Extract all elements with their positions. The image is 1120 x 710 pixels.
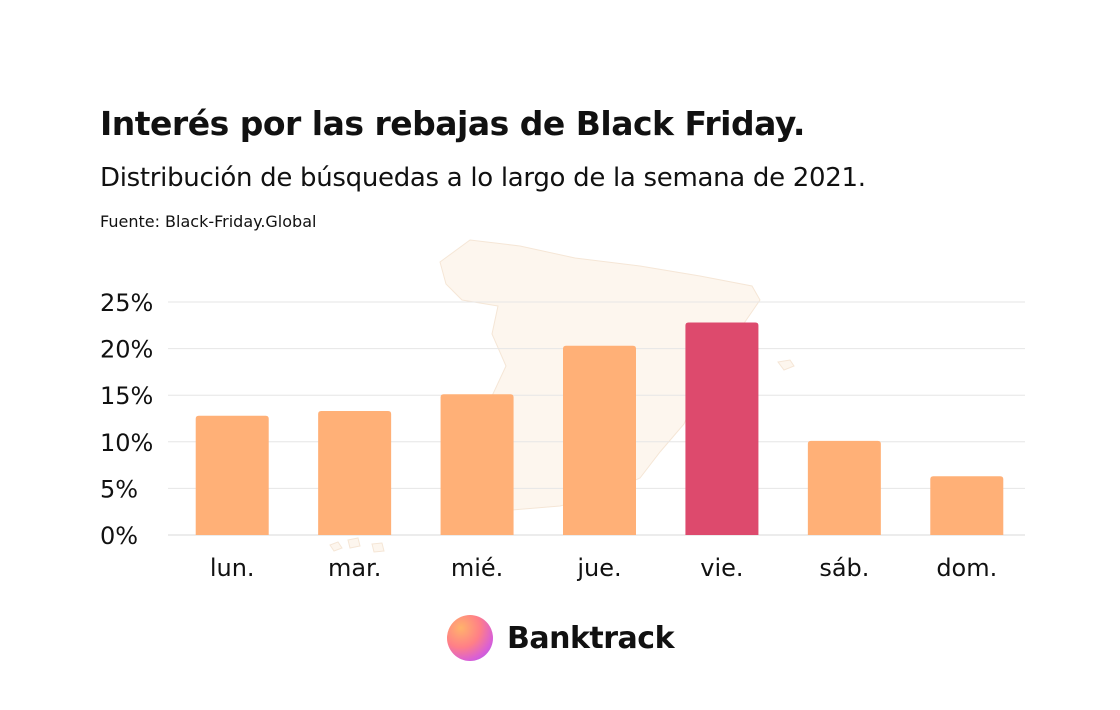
chart-subtitle: Distribución de búsquedas a lo largo de … [100,163,866,193]
y-axis-ticks: 0% 5% 10% 15% 20% 25% [100,289,153,550]
map-island-shape [777,359,795,371]
x-tick-label: jue. [576,554,621,582]
x-tick-label: mar. [328,554,381,582]
x-tick-label: sáb. [819,554,869,582]
bar-4 [685,322,759,535]
bar-3 [563,345,636,535]
bar-chart: 0% 5% 10% 15% 20% 25% lun. mar. mié. jue. vie. sáb… [100,239,1025,582]
brand-logo: Banktrack [447,615,675,661]
y-tick-label: 0% [100,522,138,550]
x-axis-ticks: lun. mar. mié. jue. vie. sáb. dom. [210,554,997,582]
bar-2 [440,394,514,535]
map-canary-islands-shape [329,537,385,553]
y-tick-label: 5% [100,475,138,503]
chart-title: Interés por las rebajas de Black Friday. [100,104,805,143]
y-tick-label: 25% [100,289,153,317]
bar-1 [318,411,392,535]
y-tick-label: 10% [100,429,153,457]
x-tick-label: vie. [700,554,743,582]
bar-5 [807,440,881,535]
y-tick-label: 20% [100,336,153,364]
x-tick-label: dom. [936,554,997,582]
x-tick-label: mié. [451,554,503,582]
source-note: Fuente: Black-Friday.Global [100,212,317,231]
y-tick-label: 15% [100,382,153,410]
bar-0 [195,415,269,535]
bars [195,322,1004,535]
bar-6 [930,476,1004,535]
brand-name: Banktrack [507,620,675,656]
x-tick-label: lun. [210,554,255,582]
banktrack-logo-icon [447,615,493,661]
